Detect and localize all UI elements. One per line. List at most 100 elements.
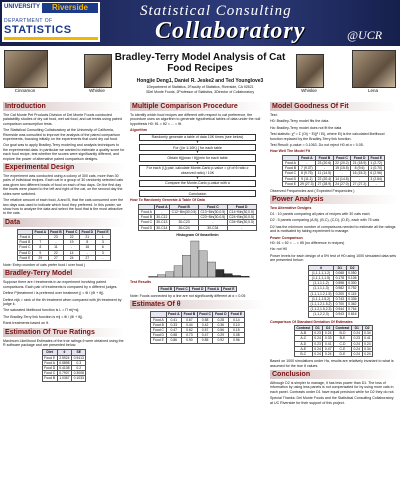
table-cell: 0.08 xyxy=(228,332,245,339)
flow-box: Randomly generate a table of data 10K ti… xyxy=(138,133,257,142)
paragraph: Test Result: p-value = 0.1063. Do not re… xyxy=(270,143,364,148)
table-row: (1,1,1,1.2,1.5) 0.200 0.115 xyxy=(307,290,360,297)
table-cell: B-C xyxy=(293,350,313,358)
paragraph: Our goal was to apply Bradley-Terry mode… xyxy=(3,143,125,161)
table-cell: 0.96 xyxy=(228,337,245,344)
campus: Riverside xyxy=(42,3,98,13)
table-cell: Food A xyxy=(205,285,222,292)
table-cell: (1,1,1,1,1.2) xyxy=(307,269,335,276)
paragraph: The Bradley-Terry link function is πij =… xyxy=(3,314,84,319)
table-row: Food B 1.0367 0.1033 xyxy=(41,375,87,382)
table-cell: - xyxy=(78,249,96,256)
section-heading: Conclusion xyxy=(270,370,397,379)
affiliation: 1Department of Statistics, 2Faculty of S… xyxy=(146,85,254,89)
table-cell: Food B xyxy=(181,311,198,318)
table-cell: Food B xyxy=(150,321,167,328)
table-row: Diet θ SE xyxy=(41,349,87,356)
table-cell: Food D xyxy=(282,175,299,182)
table-cell: Food A xyxy=(150,316,167,323)
table-cell: Food E xyxy=(282,180,299,188)
table-cell: C-D xyxy=(333,340,352,347)
paragraph: Observed Frequencies and ( Expected Freq… xyxy=(270,189,355,194)
table-row: Food B Food C Food D Food A Food E xyxy=(157,285,238,292)
table-cell: Food A xyxy=(32,228,49,235)
section-heading: Multiple Comparison Procedure xyxy=(130,102,265,111)
table-cell: Food C xyxy=(196,311,214,318)
table-cell: 0.115 xyxy=(345,290,360,297)
table-cell: 24 xyxy=(63,254,80,261)
paragraph: To identify which food recipes are diffe… xyxy=(130,113,261,126)
table-row: Food E 2.5924 0.9413 xyxy=(41,354,87,361)
arrow: ▼ xyxy=(196,160,199,165)
table-cell: 30-C14 xyxy=(153,224,171,231)
table-cell: Food C xyxy=(282,170,299,177)
photo-caption: Lena xyxy=(367,88,378,93)
table-row: (1,1,2,2,3) 0.943 0.816 xyxy=(307,311,360,318)
table-cell: Food A xyxy=(138,209,155,216)
table-cell: 0.4108 xyxy=(56,364,73,372)
table-row: A-E 0.24 0.47 C-E 0.24 0.34 xyxy=(293,345,374,353)
table-row: A-D 0.23 0.41 C-D 0.24 0.24 xyxy=(293,340,374,347)
table-cell: Food B xyxy=(157,285,175,292)
table-cell: 1 (2.72) xyxy=(367,160,385,167)
table-cell: 2.5924 xyxy=(56,354,73,361)
table-cell: Food A xyxy=(282,160,299,167)
table-cell: 0.752 xyxy=(345,285,360,292)
table-cell: Food B xyxy=(138,214,155,221)
table-cell: Food D xyxy=(16,249,34,256)
paragraph: Test: xyxy=(270,113,278,117)
table-cell: 0.14 xyxy=(228,316,245,323)
subheading: Comparison Of Standard Deviation Of Esti… xyxy=(270,319,353,324)
histogram-bar xyxy=(165,271,174,278)
table-cell: 0.36 xyxy=(212,321,230,328)
table-cell: Food C xyxy=(16,244,34,251)
table-cell: A-B xyxy=(293,330,313,337)
table-cell: B-D xyxy=(333,330,352,337)
table-cell: 0.28 xyxy=(212,316,230,323)
subheading: Algorithm xyxy=(130,128,147,133)
poster-title: Bradley-Terry Model Analysis of Cat Food… xyxy=(114,52,286,74)
table-cell: Contrast xyxy=(293,324,313,332)
table-cell: - xyxy=(226,224,257,231)
table-row: (1,1,1,1,2) 0.598 0.300 xyxy=(307,280,360,287)
table-cell: C12~Bin(30,0.5) xyxy=(169,209,199,216)
section: Power Analysis Two Alternative Designs D1 … xyxy=(270,195,397,368)
paragraph: Power levels for each design of a 5% tes… xyxy=(270,253,397,263)
table-cell: 0.764 xyxy=(345,306,360,313)
section-heading: Data xyxy=(3,217,125,227)
table-cell: 0.29 xyxy=(212,332,230,339)
section-heading: Bradley-Terry Model xyxy=(3,269,125,279)
table-row: Food A Food B Food C Food D Food E xyxy=(16,228,112,235)
table-cell: 23 (20.6) xyxy=(315,160,334,167)
table-row: (1,1,1,1,1.5) 0.178 0.106 xyxy=(307,274,360,282)
table: Food A Food B Food C Food D Food E Food A 0.41… xyxy=(150,311,245,344)
table-cell: Contrast xyxy=(333,324,352,332)
table-cell: 30-C12 xyxy=(153,214,171,221)
table-cell: Food D xyxy=(150,332,167,339)
table-cell: 0.34 xyxy=(361,345,374,353)
table-cell: Food E xyxy=(367,154,385,162)
section-heading: Model Goodness Of Fit xyxy=(270,102,397,111)
table-cell: 0.1033 xyxy=(71,375,87,382)
subheading: Power Comparison xyxy=(270,235,303,240)
table-cell: 0.5898 xyxy=(56,359,73,367)
table-cell: 14 (14.8) xyxy=(332,175,352,182)
table-cell: 27 (28.9) xyxy=(315,180,334,188)
table-cell: 0.336 xyxy=(345,295,360,302)
column: Multiple Comparison Procedure To identify… xyxy=(130,100,265,496)
table: Food A Food B Food C Food D Food A - C12~Bin(3… xyxy=(138,203,257,231)
table-cell: Food A xyxy=(165,311,183,318)
arrow: ▼ xyxy=(196,186,199,191)
table-cell: 0.24 xyxy=(361,350,374,358)
paragraph: The saturated likelihood function is L =… xyxy=(3,308,80,313)
paragraph: Although D2 is simpler to manage, it has… xyxy=(270,381,395,394)
table-row: A-C 0.24 0.33 B-E 0.23 0.41 xyxy=(293,335,374,342)
subheading: Test Results xyxy=(130,280,152,285)
table-cell: 0.050 xyxy=(345,269,360,276)
column: Model Goodness Of Fit Test: H0: Bradley-Te… xyxy=(270,100,397,496)
table-cell: 21 xyxy=(78,233,96,241)
logo: UNIVERSITY of CALIFORNIA Riverside DEPAR… xyxy=(2,2,100,42)
